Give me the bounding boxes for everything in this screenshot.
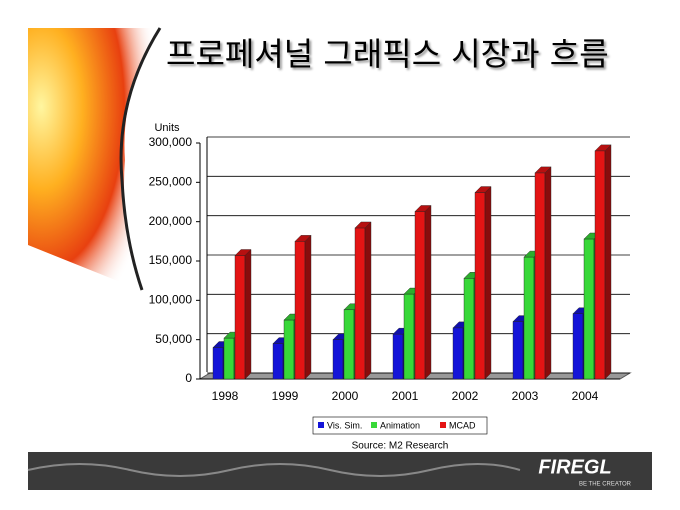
y-tick-label: 250,000	[149, 175, 193, 189]
source: Source: M2 Research	[352, 441, 449, 452]
logo-tagline: BE THE CREATOR	[579, 482, 632, 488]
x-tick-label: 2003	[512, 389, 539, 403]
bar	[452, 327, 464, 380]
legend-label: Vis. Sim.	[327, 420, 362, 430]
fire-decoration	[28, 28, 160, 290]
y-tick-label: 200,000	[149, 214, 193, 228]
bar	[283, 319, 295, 380]
arc-decoration	[119, 27, 162, 291]
y-tick-label: 150,000	[149, 253, 193, 267]
y-tick-label: 300,000	[149, 135, 193, 149]
bar-top	[294, 235, 312, 242]
legend-swatch	[371, 422, 377, 428]
y-tick-label: 50,000	[155, 332, 192, 346]
bar	[234, 255, 246, 380]
bar	[583, 238, 595, 380]
bar	[212, 347, 224, 380]
bar	[414, 211, 426, 380]
bar	[343, 309, 355, 380]
x-tick-label: 2000	[332, 389, 359, 403]
bar-top	[414, 205, 432, 212]
x-tick-label: 2001	[392, 389, 419, 403]
bar-side	[604, 144, 612, 380]
legend-box	[312, 416, 488, 435]
bar	[332, 339, 344, 380]
bar	[512, 321, 524, 380]
logo: FIREGL	[538, 456, 611, 478]
x-tick-label: 2004	[572, 389, 599, 403]
x-tick-label: 1999	[272, 389, 299, 403]
bar-top	[234, 249, 252, 256]
y-tick-label: 0	[185, 371, 192, 385]
bar-top	[534, 166, 552, 174]
y-axis-label: Units	[154, 122, 180, 134]
y-tick-label: 100,000	[149, 293, 193, 307]
footer-wave	[27, 463, 521, 477]
bar-side	[244, 249, 252, 380]
bar	[463, 278, 475, 380]
legend-label: MCAD	[449, 420, 476, 430]
x-tick-label: 2002	[452, 389, 479, 403]
bar	[354, 227, 366, 380]
bar	[523, 256, 535, 380]
legend-label: Animation	[380, 420, 420, 430]
bar-side	[424, 204, 432, 380]
bar-side	[364, 221, 372, 380]
bar-top	[354, 221, 372, 229]
bar	[534, 172, 546, 380]
bar	[223, 337, 235, 380]
bar	[572, 313, 584, 380]
bar	[272, 343, 284, 380]
bar	[403, 293, 415, 380]
legend-swatch	[440, 422, 446, 428]
bar-top	[474, 186, 492, 193]
bar	[392, 333, 404, 380]
bar-side	[484, 186, 492, 380]
bar-side	[304, 234, 312, 380]
bar-side	[544, 166, 552, 380]
legend-swatch	[318, 422, 324, 428]
bar-top	[594, 144, 612, 152]
x-tick-label: 1998	[212, 389, 239, 403]
bar	[474, 192, 486, 380]
bar	[594, 150, 606, 380]
slide-title: 프로페셔널 그래픽스 시장과 흐름	[166, 35, 609, 73]
bar	[294, 241, 306, 380]
